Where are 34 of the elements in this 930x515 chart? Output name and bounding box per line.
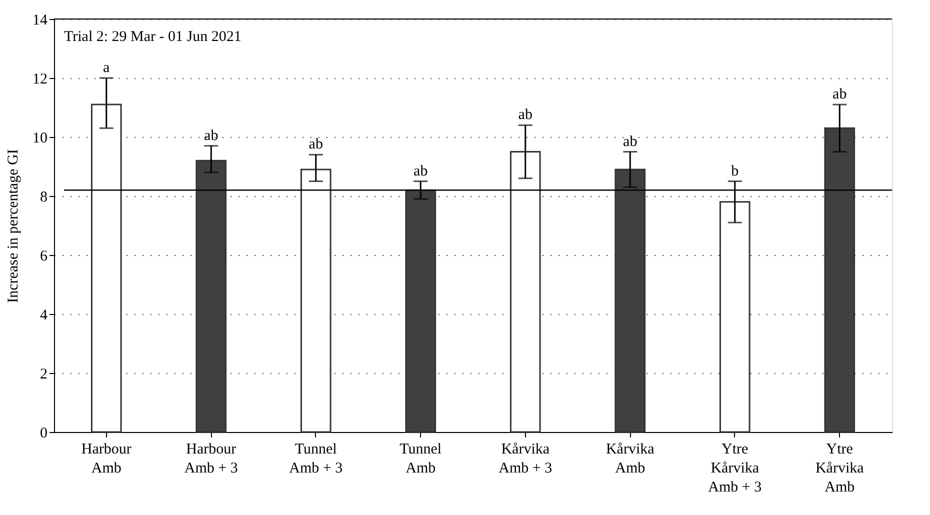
x-tick-label: Ytre Kårvika Amb + 3 <box>708 442 762 496</box>
bar <box>719 201 750 433</box>
x-tick-label: Tunnel Amb + 3 <box>289 442 343 476</box>
bar <box>300 168 332 433</box>
y-tick-label: 12 <box>32 72 48 88</box>
annotation: ab <box>308 136 323 153</box>
bar <box>405 189 436 433</box>
x-tick-label: Kårvika Amb <box>606 442 655 476</box>
bar <box>824 127 856 433</box>
bar <box>196 160 227 433</box>
x-tick-label: Tunnel Amb <box>400 442 442 476</box>
bar <box>510 151 541 433</box>
y-tick-label: 2 <box>40 366 48 382</box>
y-tick-label: 10 <box>32 130 48 146</box>
x-tick-label: Harbour Amb <box>81 442 132 476</box>
annotation: a <box>103 60 110 76</box>
annotation: ab <box>623 134 638 150</box>
annotation: ab <box>414 163 428 180</box>
y-tick-label: 4 <box>40 308 48 324</box>
x-tick-label: Harbour Amb + 3 <box>184 442 238 476</box>
bar <box>614 168 646 433</box>
x-tick-label: Kårvika Amb + 3 <box>498 442 552 476</box>
y-tick-label: 0 <box>40 426 48 442</box>
annotation: ab <box>832 86 847 103</box>
y-tick-label: 14 <box>32 12 48 28</box>
x-tick-label: Ytre Kårvika Amb <box>815 442 864 496</box>
y-tick-label: 8 <box>40 190 48 206</box>
bar <box>90 104 122 433</box>
annotation: Trial 2: 29 Mar - 01 Jun 2021 <box>64 29 242 45</box>
annotation: b <box>731 163 739 180</box>
annotation: ab <box>204 128 218 144</box>
y-tick-label: 6 <box>40 248 48 264</box>
annotation: ab <box>518 107 532 124</box>
y-axis-title: Increase in percentage GI <box>6 149 22 303</box>
